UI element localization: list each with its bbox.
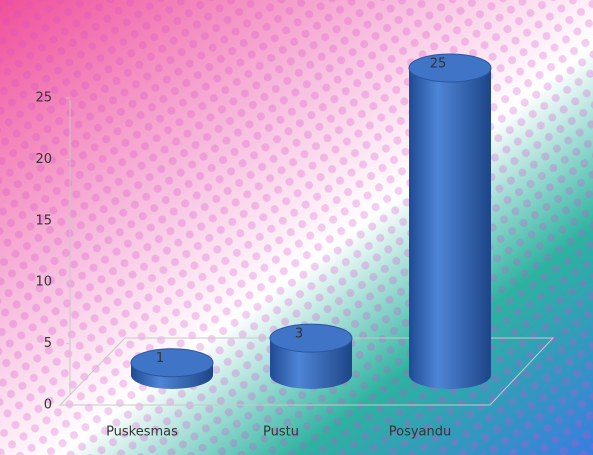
x-tick-label: Posyandu [389,425,452,440]
data-label: 25 [430,57,447,72]
bar-top [408,53,492,83]
y-tick-label: 25 [35,91,52,106]
bar-top [269,323,353,353]
data-label: 1 [156,351,164,366]
x-tick-label: Puskesmas [106,425,178,440]
y-tick-label: 0 [44,398,52,413]
floor [58,337,555,406]
bar-top [130,348,214,378]
bar [269,323,353,389]
bar [408,53,492,389]
y-tick-label: 20 [35,152,52,167]
x-tick-label: Pustu [263,425,299,440]
y-tick-label: 5 [44,336,52,351]
y-tick-label: 15 [35,213,52,228]
data-label: 3 [295,327,303,342]
bar-body [409,68,491,375]
bar [130,348,214,389]
y-tick-label: 10 [35,275,52,290]
